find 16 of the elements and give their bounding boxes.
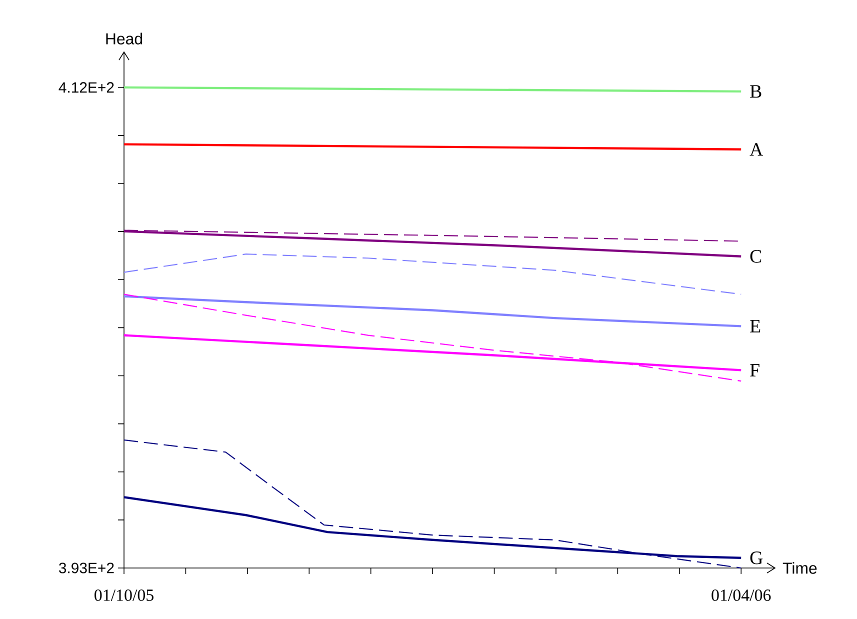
y-tick-label: 4.12E+2 [58,82,114,93]
line-series [123,439,742,569]
line-series [122,295,742,328]
series-label: G [750,552,763,564]
series-label: A [750,143,764,156]
series-label: B [750,85,762,98]
y-axis-title: Head [106,32,142,44]
series-label: F [750,364,760,376]
line-series [123,294,742,382]
x-axis-title: Time [782,562,817,574]
x-tick-label: 01/10/05 [94,590,154,601]
line-series [123,254,742,295]
x-tick-label: 01/04/06 [712,590,771,601]
y-tick-label: 3.93E+2 [58,562,114,574]
series-label: E [750,320,760,332]
series-label: C [750,250,762,263]
